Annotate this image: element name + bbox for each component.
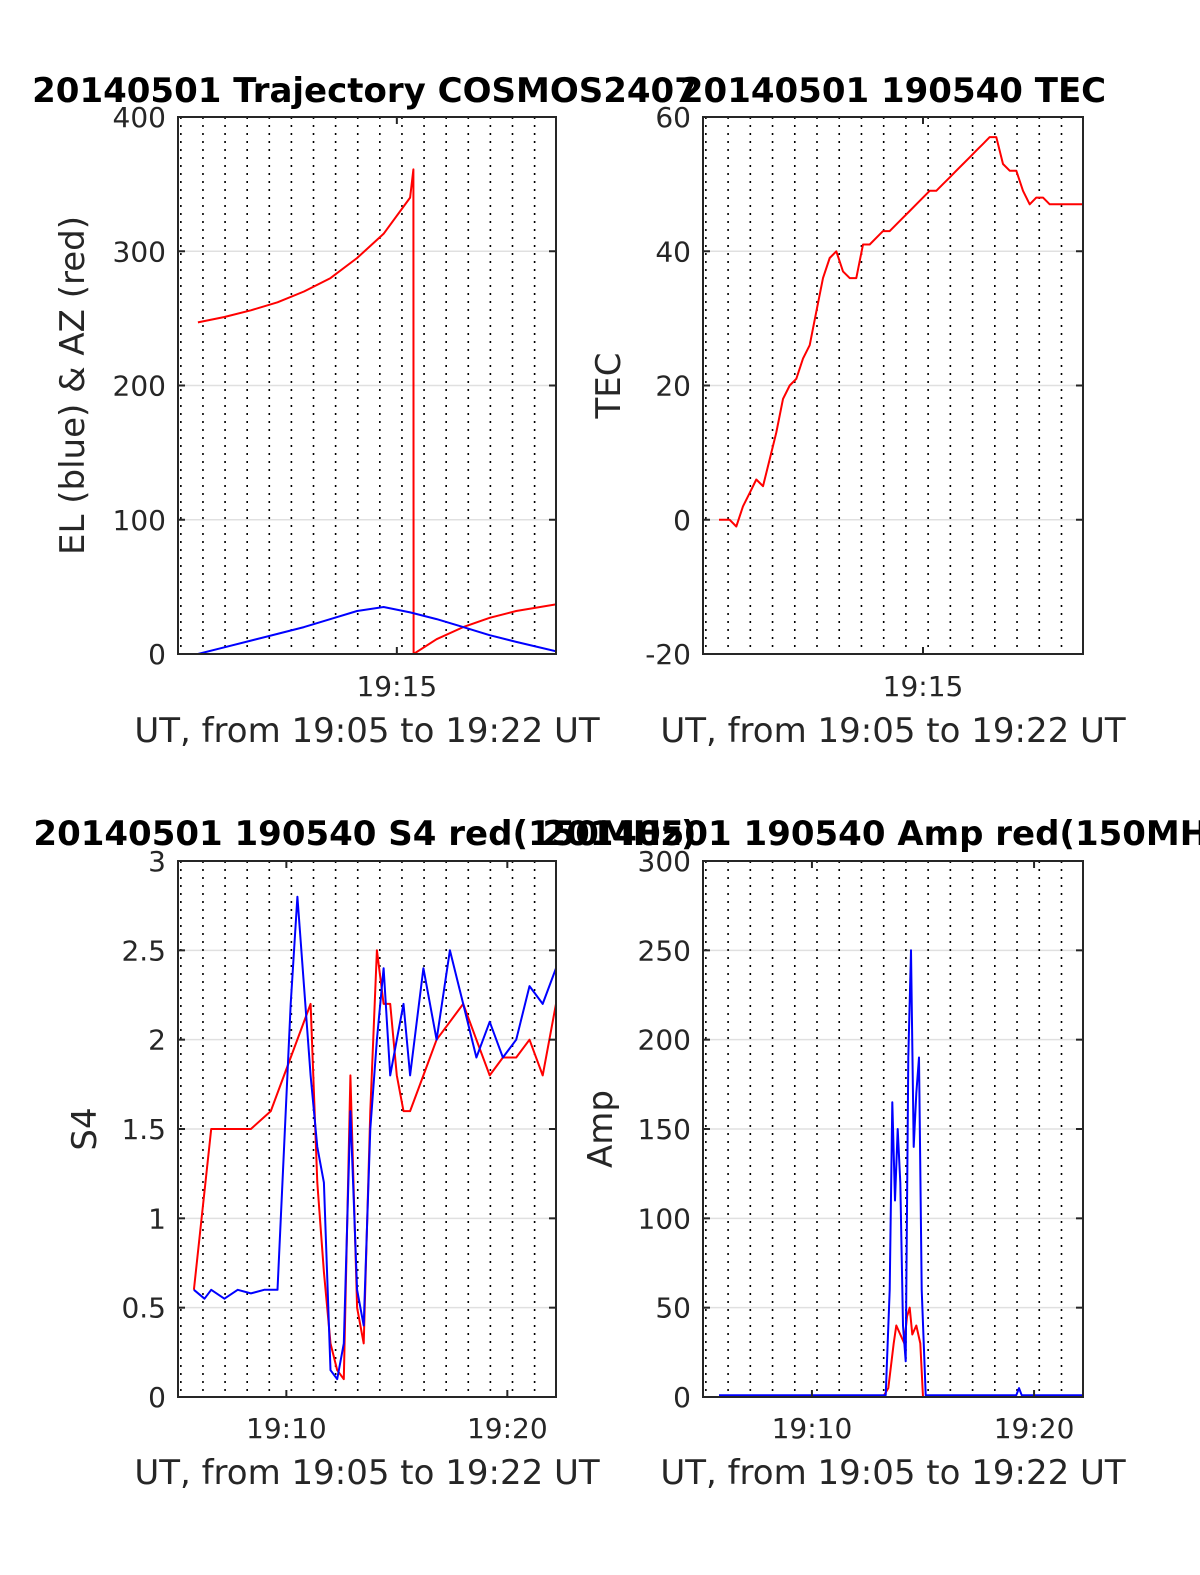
y-tick-label: 60	[655, 101, 691, 134]
x-tick-label: 19:15	[883, 670, 964, 703]
chart-title: 20140501 Trajectory COSMOS2407	[32, 71, 698, 111]
y-tick-label: 0	[148, 638, 166, 671]
amp-panel: 0 50 100 150 200 250 300 19:10 19:20 UT, from 19:…	[542, 814, 1200, 1493]
y-tick-label: 100	[113, 504, 166, 537]
y-tick-label: 1.5	[121, 1113, 166, 1146]
chart-title: 20140501 190540 Amp red(150MHz)	[542, 814, 1200, 854]
x-tick-label: 19:20	[994, 1412, 1075, 1445]
y-tick-label: 50	[655, 1292, 691, 1325]
chart-title: 20140501 190540 S4 red(150MHz)	[33, 814, 696, 854]
series-group	[197, 168, 556, 654]
y-tick-label: 2	[148, 1024, 166, 1057]
y-tick-label: 250	[638, 934, 691, 967]
y-tick-label: 2.5	[121, 934, 166, 967]
y-tick-label: 20	[655, 370, 691, 403]
x-tick-label: 19:10	[246, 1412, 327, 1445]
chart-title: 20140501 190540 TEC	[680, 71, 1106, 111]
y-tick-label: 300	[638, 845, 691, 878]
series-line-1	[719, 949, 1083, 1397]
y-tick-label: 400	[113, 101, 166, 134]
tec-panel: -20 0 20 40 60 19:15 UT, from 19:05 to 19:22 U…	[589, 71, 1126, 751]
x-axis-label: UT, from 19:05 to 19:22 UT	[134, 711, 600, 751]
series-group	[719, 949, 1083, 1397]
y-tick-label: 0	[673, 504, 691, 537]
y-tick-label: -20	[645, 638, 691, 671]
y-axis-label: TEC	[589, 353, 629, 420]
y-tick-label: 0.5	[121, 1292, 166, 1325]
y-tick-label: 100	[638, 1202, 691, 1235]
s4-panel: 0 0.5 1 1.5 2 2.5 3 19:10 19:20 UT, from 19:05 to…	[33, 814, 696, 1493]
y-tick-label: 0	[673, 1381, 691, 1414]
x-axis-label: UT, from 19:05 to 19:22 UT	[660, 711, 1126, 751]
y-tick-label: 40	[655, 235, 691, 268]
series-line-1	[193, 895, 556, 1381]
y-tick-label: 300	[113, 235, 166, 268]
series-line-0	[192, 949, 556, 1381]
y-tick-label: 200	[113, 370, 166, 403]
y-tick-label: 3	[148, 845, 166, 878]
series-line-0	[719, 136, 1083, 528]
y-axis-label: EL (blue) & AZ (red)	[53, 216, 93, 555]
x-tick-label: 19:20	[467, 1412, 548, 1445]
y-tick-label: 1	[148, 1202, 166, 1235]
series-group	[719, 136, 1083, 528]
series-line-0	[197, 168, 556, 654]
x-axis-label: UT, from 19:05 to 19:22 UT	[660, 1453, 1126, 1493]
x-tick-label: 19:10	[772, 1412, 853, 1445]
series-line-1	[197, 606, 556, 654]
x-axis-label: UT, from 19:05 to 19:22 UT	[134, 1453, 600, 1493]
y-axis-label: Amp	[581, 1090, 621, 1168]
y-axis-label: S4	[65, 1107, 105, 1150]
y-tick-label: 200	[638, 1024, 691, 1057]
y-tick-label: 0	[148, 1381, 166, 1414]
y-tick-label: 150	[638, 1113, 691, 1146]
series-group	[192, 895, 556, 1381]
x-tick-label: 19:15	[356, 670, 437, 703]
